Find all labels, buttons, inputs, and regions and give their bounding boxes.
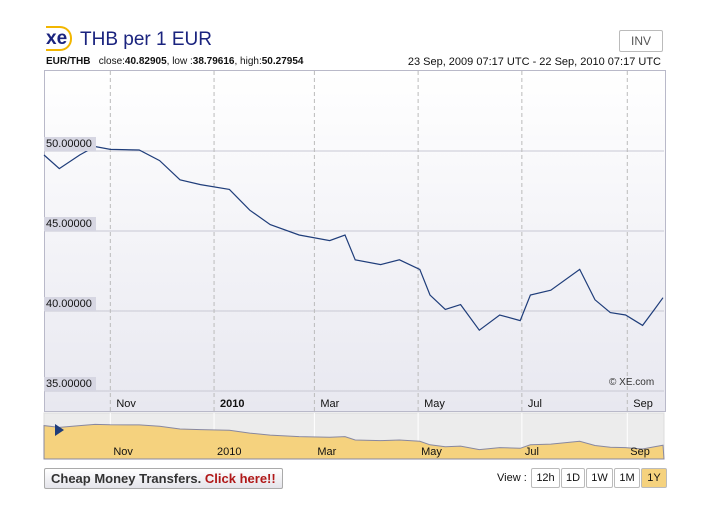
x-tick-label: Sep bbox=[633, 398, 653, 410]
x-tick-label: May bbox=[424, 398, 445, 410]
date-range: 23 Sep, 2009 07:17 UTC - 22 Sep, 2010 07… bbox=[407, 56, 661, 68]
play-icon bbox=[55, 424, 64, 436]
mini-x-tick-label: Nov bbox=[113, 446, 133, 458]
y-tick-label: 45.00000 bbox=[44, 217, 96, 231]
close-value: 40.82905 bbox=[124, 56, 167, 67]
x-tick-label: Jul bbox=[527, 398, 542, 410]
mini-x-tick-label: Mar bbox=[317, 446, 337, 458]
y-tick-label: 40.00000 bbox=[44, 297, 96, 311]
series-line bbox=[43, 145, 664, 332]
promo-text: Cheap Money Transfers. bbox=[51, 471, 202, 486]
mini-x-tick-label: 2010 bbox=[217, 446, 242, 458]
rate-summary: EUR/THB close:40.82905, low :38.79616, h… bbox=[46, 56, 303, 67]
view-button-12h[interactable]: 12h bbox=[531, 468, 560, 488]
close-label: close: bbox=[98, 56, 125, 67]
x-tick-label: Mar bbox=[320, 398, 340, 410]
mini-x-tick-label: Jul bbox=[524, 446, 539, 458]
promo-link[interactable]: Click here!! bbox=[204, 471, 276, 486]
y-tick-label: 35.00000 bbox=[44, 377, 96, 391]
high-label: , high: bbox=[234, 56, 262, 67]
invert-button[interactable]: INV bbox=[619, 30, 663, 52]
x-tick-label: 2010 bbox=[220, 398, 245, 410]
x-tick-label: Nov bbox=[116, 398, 136, 410]
mini-x-tick-label: May bbox=[421, 446, 442, 458]
copyright: © XE.com bbox=[609, 377, 655, 388]
view-button-1d[interactable]: 1D bbox=[561, 468, 585, 488]
pair-label: EUR/THB bbox=[46, 56, 91, 67]
high-value: 50.27954 bbox=[261, 56, 304, 67]
xe-logo: xe bbox=[46, 26, 73, 51]
low-value: 38.79616 bbox=[192, 56, 235, 67]
mini-x-tick-label: Sep bbox=[630, 446, 650, 458]
view-button-1m[interactable]: 1M bbox=[614, 468, 640, 488]
mini-chart-area bbox=[43, 423, 665, 460]
view-button-1y[interactable]: 1Y bbox=[641, 468, 667, 488]
low-label: , low : bbox=[166, 56, 193, 67]
chart-area[interactable] bbox=[44, 70, 666, 412]
view-label: View : bbox=[497, 472, 527, 484]
money-transfer-link[interactable]: Cheap Money Transfers. Click here!! bbox=[44, 468, 283, 489]
y-tick-label: 50.00000 bbox=[44, 137, 96, 151]
page-title: THB per 1 EUR bbox=[80, 29, 212, 50]
view-button-1w[interactable]: 1W bbox=[586, 468, 613, 488]
